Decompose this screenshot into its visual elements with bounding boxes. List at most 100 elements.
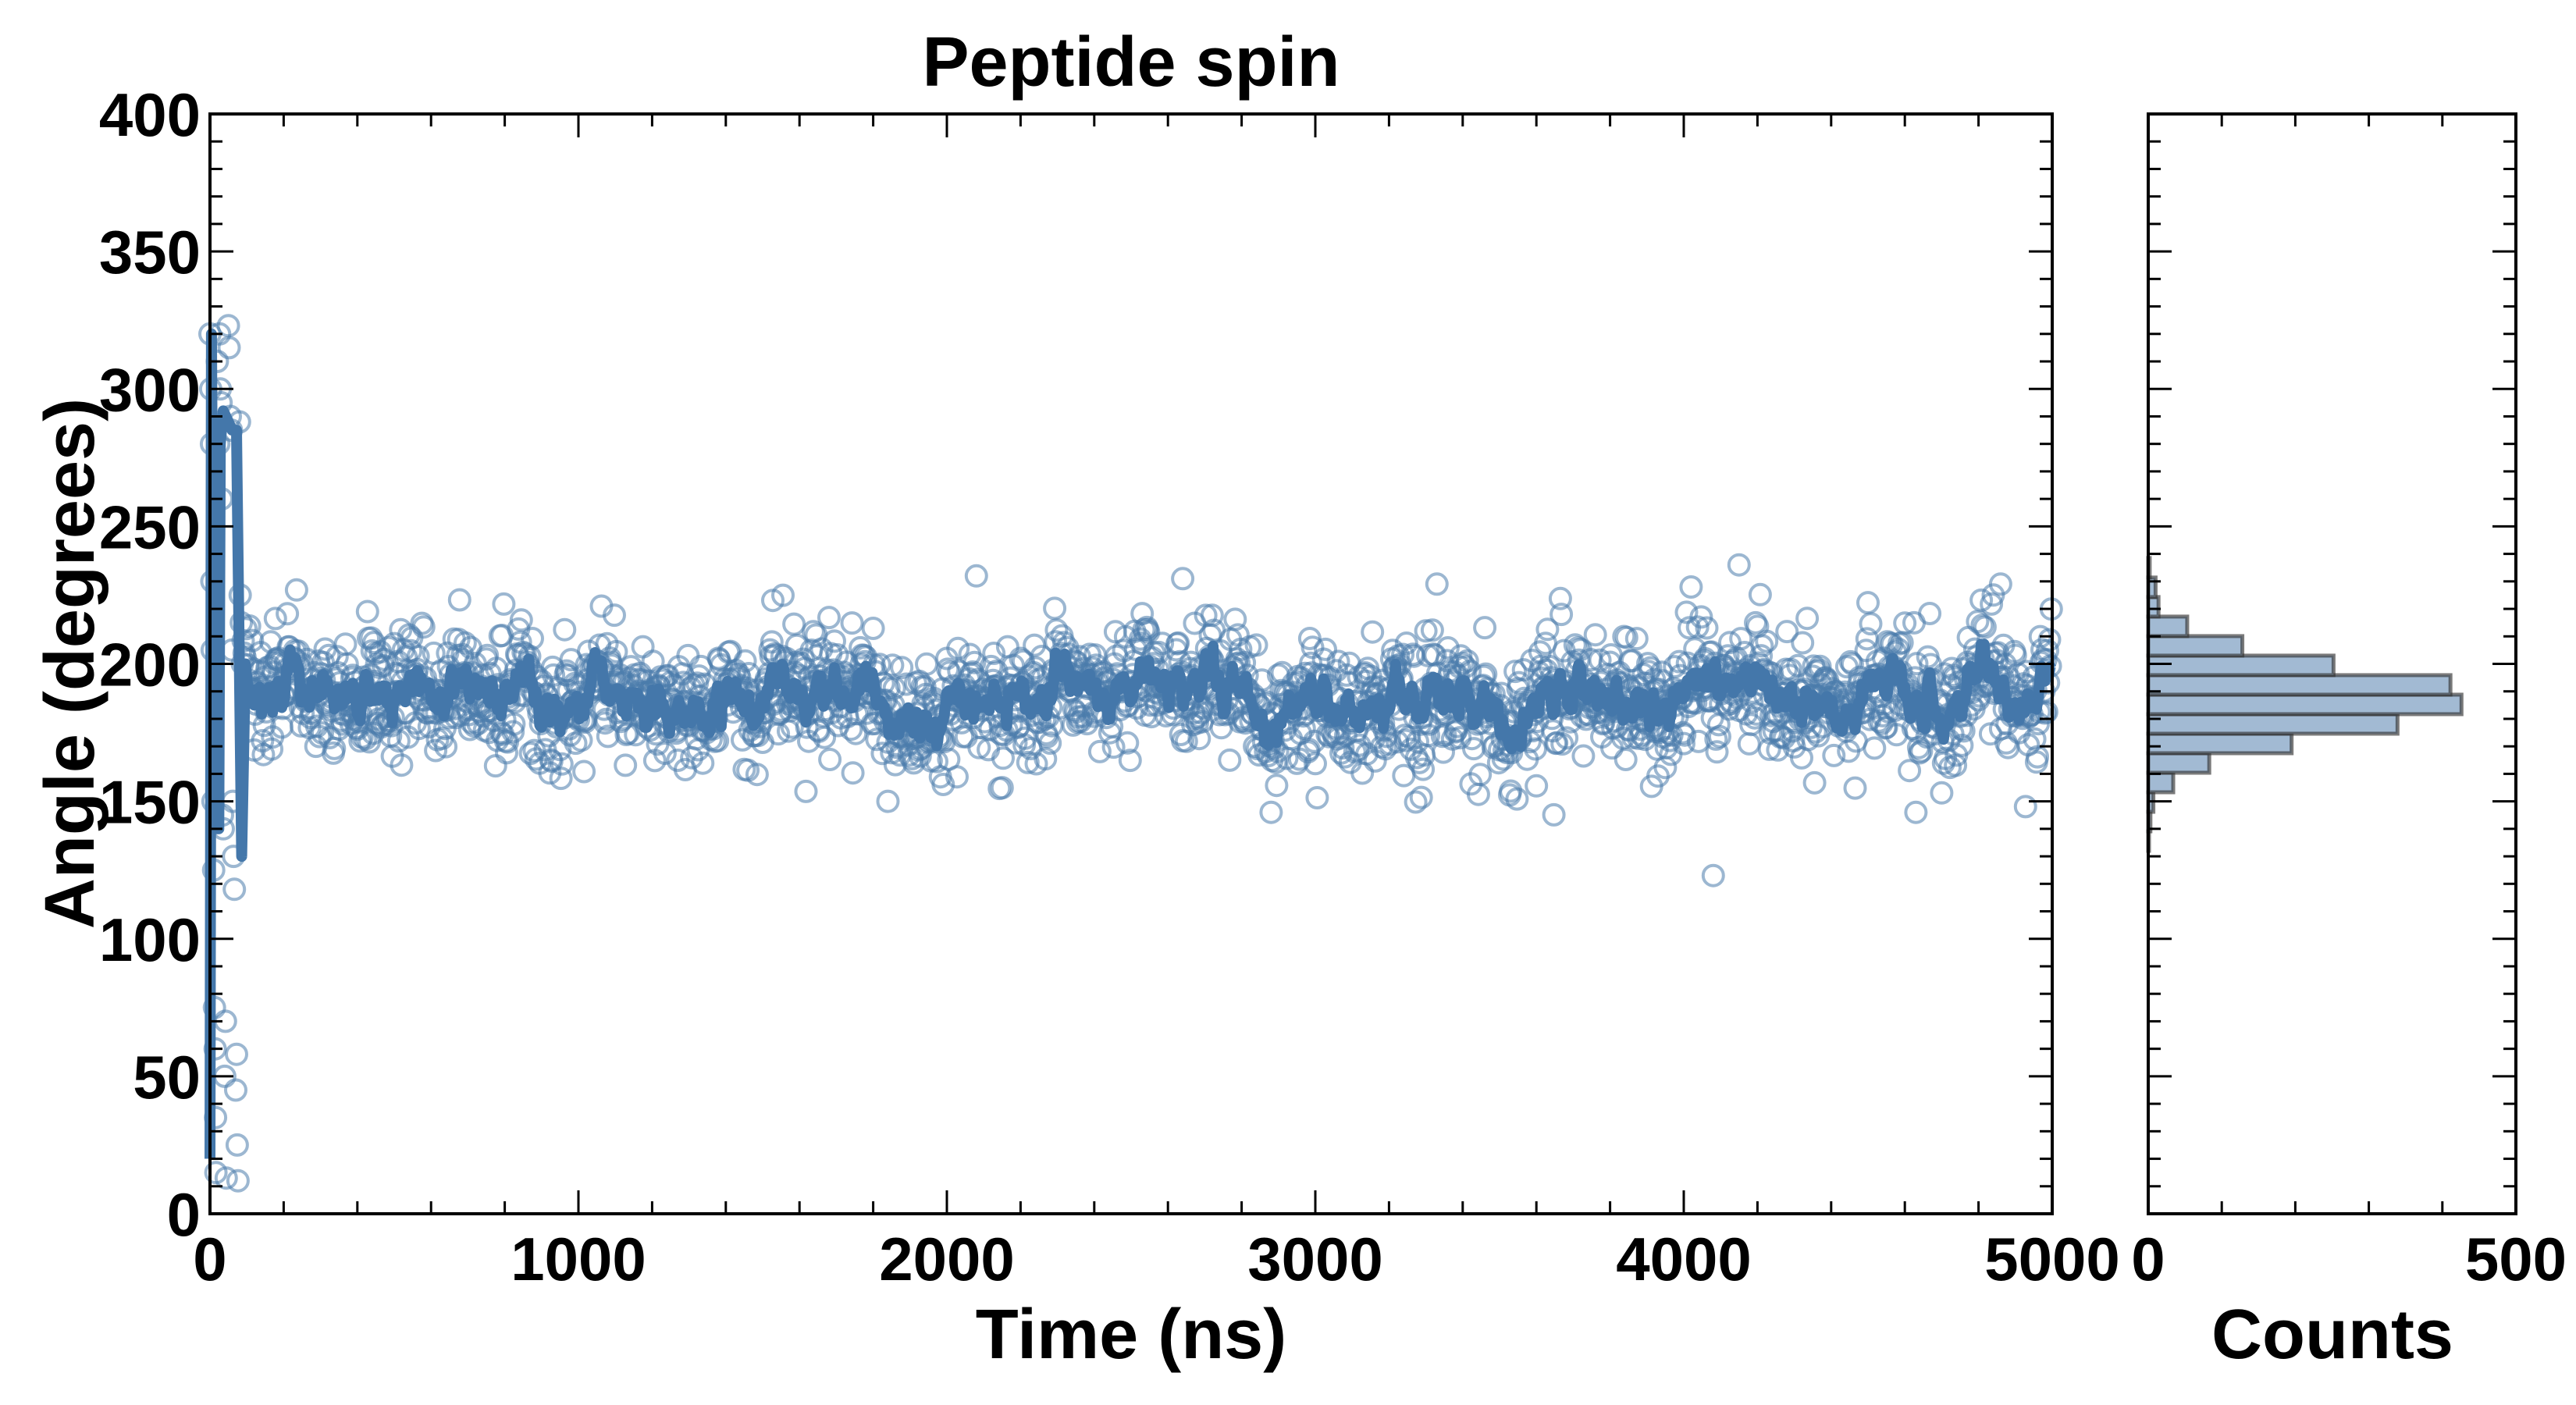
y-tick-label: 400: [99, 80, 201, 149]
scatter-point: [1930, 781, 1954, 805]
scatter-point: [1689, 605, 1713, 629]
scatter-point: [1218, 748, 1242, 772]
scatter-point: [1729, 627, 1753, 651]
scatter-point: [1507, 670, 1531, 695]
tick-labels: 0 1000 2000 3000 4000 50000501001502002503003…: [99, 80, 2567, 1293]
scatter-point: [2023, 727, 2047, 751]
scatter-point: [1909, 739, 1934, 763]
scatter-point: [1034, 747, 1058, 771]
scatter-point: [1705, 740, 1729, 764]
scatter-point: [217, 336, 241, 360]
scatter-point: [1624, 627, 1649, 651]
scatter-point: [260, 737, 284, 761]
scatter-point: [1118, 749, 1142, 773]
scatter-points: [198, 314, 2063, 1193]
scatter-point: [542, 663, 566, 687]
scatter-point: [495, 741, 518, 765]
scatter-point: [1101, 735, 1126, 759]
scatter-point: [1304, 752, 1327, 776]
scatter-point: [2026, 745, 2050, 769]
scatter-point: [840, 611, 864, 635]
y-tick-label: 350: [99, 218, 201, 286]
scatter-point: [1704, 727, 1728, 751]
scatter-point: [990, 776, 1014, 800]
scatter-point: [2013, 795, 2037, 819]
scatter-point: [841, 761, 865, 785]
x-axis-label: Time (ns): [976, 1296, 1286, 1374]
y-tick-label: 300: [99, 355, 201, 424]
scatter-point: [1223, 607, 1247, 631]
scatter-point: [1411, 757, 1436, 781]
scatter-point: [1893, 611, 1917, 635]
histogram-x-axis-label: Counts: [2211, 1296, 2453, 1374]
scatter-point: [882, 676, 906, 700]
scatter-point: [1200, 603, 1224, 628]
scatter-point: [434, 735, 458, 759]
scatter-point: [1727, 553, 1751, 577]
x-tick-label: 3000: [1247, 1225, 1383, 1293]
scatter-point: [1659, 742, 1683, 767]
scatter-point: [509, 608, 533, 632]
scatter-point: [823, 629, 846, 653]
scatter-point: [1969, 588, 1994, 612]
scatter-point: [631, 635, 655, 659]
scatter-point: [782, 612, 806, 636]
scatter-point: [308, 724, 332, 749]
histogram-bar: [2146, 653, 2336, 678]
scatter-point: [1708, 724, 1731, 749]
scatter-point: [1988, 572, 2012, 596]
histogram-bar: [2146, 770, 2176, 795]
histogram-bars: [2146, 556, 2464, 853]
scatter-point: [945, 765, 969, 789]
rolling-mean-line: [205, 328, 2056, 1159]
histogram-bar: [2146, 673, 2453, 697]
scatter-point: [1563, 633, 1587, 657]
histogram-bar: [2146, 751, 2211, 775]
scatter-point: [1802, 770, 1827, 795]
scatter-point: [1737, 731, 1761, 756]
scatter-point: [925, 749, 948, 774]
scatter-point: [424, 738, 448, 763]
scatter-point: [1686, 729, 1710, 753]
scatter-point: [1361, 620, 1385, 644]
scatter-point: [263, 606, 287, 631]
scatter-point: [1468, 763, 1493, 787]
chart-title: Peptide spin: [922, 23, 1340, 101]
scatter-point: [1373, 737, 1397, 761]
scatter-point: [1314, 637, 1337, 661]
scatter-point: [222, 877, 247, 902]
scatter-point: [881, 653, 905, 678]
scatter-point: [224, 1078, 247, 1102]
scatter-point: [483, 754, 507, 778]
scatter-point: [2037, 628, 2062, 652]
scatter-point: [1614, 625, 1638, 649]
scatter-point: [549, 767, 573, 791]
scatter-point: [813, 725, 837, 749]
scatter-point: [861, 617, 885, 640]
scatter-point: [1859, 612, 1883, 636]
scatter-point: [1455, 649, 1479, 673]
x-tick-label: 1000: [511, 1225, 646, 1293]
scatter-point: [1038, 731, 1062, 755]
scatter-point: [1187, 727, 1212, 751]
scatter-point: [572, 759, 596, 784]
scatter-point: [1791, 631, 1815, 655]
scatter-point: [1016, 750, 1040, 774]
scatter-point: [1550, 732, 1574, 756]
scatter-point: [1950, 733, 1974, 757]
scatter-point: [603, 603, 626, 628]
scatter-point: [771, 583, 795, 607]
scatter-point: [1748, 582, 1772, 606]
scatter-point: [962, 650, 987, 674]
scatter-point: [225, 1042, 248, 1066]
scatter-point: [1673, 723, 1697, 747]
histogram-bar: [2146, 634, 2245, 658]
scatter-point: [1542, 802, 1566, 827]
scatter-point: [1755, 629, 1779, 653]
scatter-point: [1171, 567, 1195, 591]
scatter-point: [794, 779, 818, 803]
scatter-point: [501, 720, 525, 744]
scatter-point: [902, 751, 926, 775]
scatter-point: [1571, 744, 1596, 768]
